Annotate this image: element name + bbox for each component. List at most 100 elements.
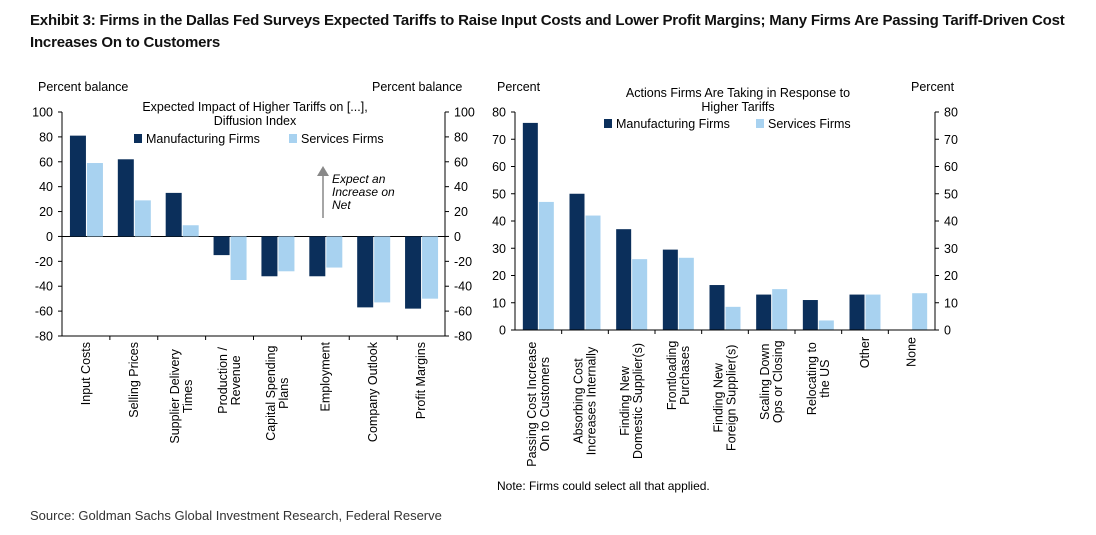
panel1-tick-label-left: 100 [32,106,53,120]
panel2-legend-label-manufacturing: Manufacturing Firms [616,117,730,131]
panel2-ylabel-right: Percent [911,80,955,94]
panel1-category-label-production-revenue: Production /Revenue [216,347,243,414]
panel1-bar-services-capital-spending-plans [278,236,295,272]
panel2-bar-services-finding-new-foreign-supplier-s [725,306,741,330]
panel1-bar-services-input-costs [86,163,103,237]
panel2-tick-label-left: 0 [499,324,506,338]
panel2-bar-manufacturing-other [849,294,865,330]
panel2-tick-label-left: 30 [492,242,506,256]
panel2-category-label-absorbing-cost-increases-internally: Absorbing CostIncreases Internally [572,346,599,455]
panel1-bar-services-production-revenue [230,236,247,280]
panel2-tick-label-left: 50 [492,187,506,201]
panel2-bar-manufacturing-absorbing-cost-increases-internally [569,193,585,330]
panel1-tick-label-right: -80 [454,330,472,344]
panel2-tick-label-right: 10 [944,296,958,310]
panel2-category-label-frontloading-purchases: FrontloadingPurchases [665,341,692,411]
panel2-tick-label-left: 60 [492,160,506,174]
panel1-tick-label-right: 60 [454,155,468,169]
panel1-tick-label-left: 40 [39,180,53,194]
panel1-tick-label-right: 0 [454,230,461,244]
panel2-bar-services-other [865,294,881,330]
panel1-tick-label-left: 80 [39,130,53,144]
panel2-bar-manufacturing-scaling-down-ops-or-closing [756,294,772,330]
panel1-tick-label-left: 60 [39,155,53,169]
panel1-legend-swatch-manufacturing [134,134,142,143]
panel1-tick-label-right: -40 [454,280,472,294]
panel1-ylabel-right: Percent balance [372,80,462,94]
panel2-bar-services-none [912,293,928,330]
panel2-tick-label-left: 10 [492,296,506,310]
panel1-tick-label-left: 20 [39,205,53,219]
panel1-bar-manufacturing-profit-margins [405,236,422,309]
panel2-legend-swatch-manufacturing [604,119,612,128]
panel1-tick-label-right: 20 [454,205,468,219]
panel2-tick-label-right: 70 [944,133,958,147]
panel2-bar-manufacturing-relocating-to-the-us [802,300,818,330]
panel2-tick-label-right: 20 [944,269,958,283]
panel2-legend-label-services: Services Firms [768,117,851,131]
panel2-tick-label-left: 40 [492,215,506,229]
panel1-bar-manufacturing-production-revenue [213,236,230,256]
panel2-legend-swatch-services [756,119,764,128]
panel2-tick-label-right: 40 [944,215,958,229]
panel1-tick-label-left: -20 [35,255,53,269]
panel2-note: Note: Firms could select all that applie… [497,479,710,493]
panel2-tick-label-left: 80 [492,106,506,120]
panel1-bar-services-company-outlook [374,236,391,303]
panel1-ylabel-left: Percent balance [38,80,128,94]
panel1-bar-services-profit-margins [422,236,439,299]
panel2-category-label-finding-new-domestic-supplier-s: Finding NewDomestic Supplier(s) [618,343,645,459]
panel2-chart-title: Actions Firms Are Taking in Response to H… [626,86,850,114]
panel2-category-label-other: Other [858,337,872,368]
panel1-category-label-capital-spending-plans: Capital SpendingPlans [264,346,291,441]
panel2-bar-services-frontloading-purchases [678,257,694,330]
panel2-tick-label-left: 20 [492,269,506,283]
panel1-bar-manufacturing-company-outlook [357,236,374,308]
panel1-tick-label-right: 100 [454,106,475,120]
panel1-tick-label-right: 80 [454,130,468,144]
panel1-bar-manufacturing-capital-spending-plans [261,236,278,277]
panel1-bar-services-selling-prices [134,200,151,237]
panel1-legend-swatch-services [289,134,297,143]
panel1-bar-services-employment [326,236,343,268]
panel1-legend-label-manufacturing: Manufacturing Firms [146,132,260,146]
panel1-category-label-supplier-delivery-times: Supplier DeliveryTimes [168,348,195,443]
panel1-tick-label-left: 0 [46,230,53,244]
source-note: Source: Goldman Sachs Global Investment … [30,508,442,523]
panel1-bar-manufacturing-supplier-delivery-times [165,192,182,237]
panel1-tick-label-left: -60 [35,305,53,319]
panel2-category-label-passing-cost-increase-on-to-customers: Passing Cost IncreaseOn to Customers [525,342,552,467]
annotation-arrow-head [317,166,329,176]
panel1-category-label-input-costs: Input Costs [79,342,93,405]
panel1-bar-manufacturing-input-costs [69,135,86,237]
panel1-tick-label-right: -60 [454,305,472,319]
panel2-bar-manufacturing-finding-new-foreign-supplier-s [709,285,725,330]
panel2-bar-manufacturing-passing-cost-increase-on-to-customers [522,122,538,331]
panel2-tick-label-right: 60 [944,160,958,174]
annotation-text: Expect an Increase on Net [332,172,395,212]
panel2-category-label-finding-new-foreign-supplier-s: Finding NewForeign Supplier(s) [712,345,739,451]
panel1-category-label-company-outlook: Company Outlook [366,341,380,442]
panel1-category-label-selling-prices: Selling Prices [127,342,141,418]
panel1-bar-manufacturing-selling-prices [117,159,134,237]
panel2-bar-manufacturing-finding-new-domestic-supplier-s [616,229,632,330]
panel2-bar-services-passing-cost-increase-on-to-customers [538,201,554,330]
panel1-bar-services-supplier-delivery-times [182,225,199,237]
panel2-ylabel-left: Percent [497,80,541,94]
panel1-tick-label-right: 40 [454,180,468,194]
panel2-tick-label-right: 50 [944,187,958,201]
panel2-bar-services-relocating-to-the-us [818,320,834,330]
panel1-category-label-profit-margins: Profit Margins [414,342,428,419]
panel2-tick-label-left: 70 [492,133,506,147]
panel2-bar-services-finding-new-domestic-supplier-s [632,259,648,330]
exhibit-title: Exhibit 3: Firms in the Dallas Fed Surve… [30,12,1065,51]
panel1-chart-title: Expected Impact of Higher Tariffs on [..… [142,100,367,128]
panel1-tick-label-right: -20 [454,255,472,269]
panel1-bar-manufacturing-employment [309,236,326,277]
panel2-category-label-none: None [905,337,919,367]
panel1-legend-label-services: Services Firms [301,132,384,146]
panel2-tick-label-right: 0 [944,324,951,338]
panel2-tick-label-right: 30 [944,242,958,256]
panel2-category-label-relocating-to-the-us: Relocating tothe US [805,342,832,415]
